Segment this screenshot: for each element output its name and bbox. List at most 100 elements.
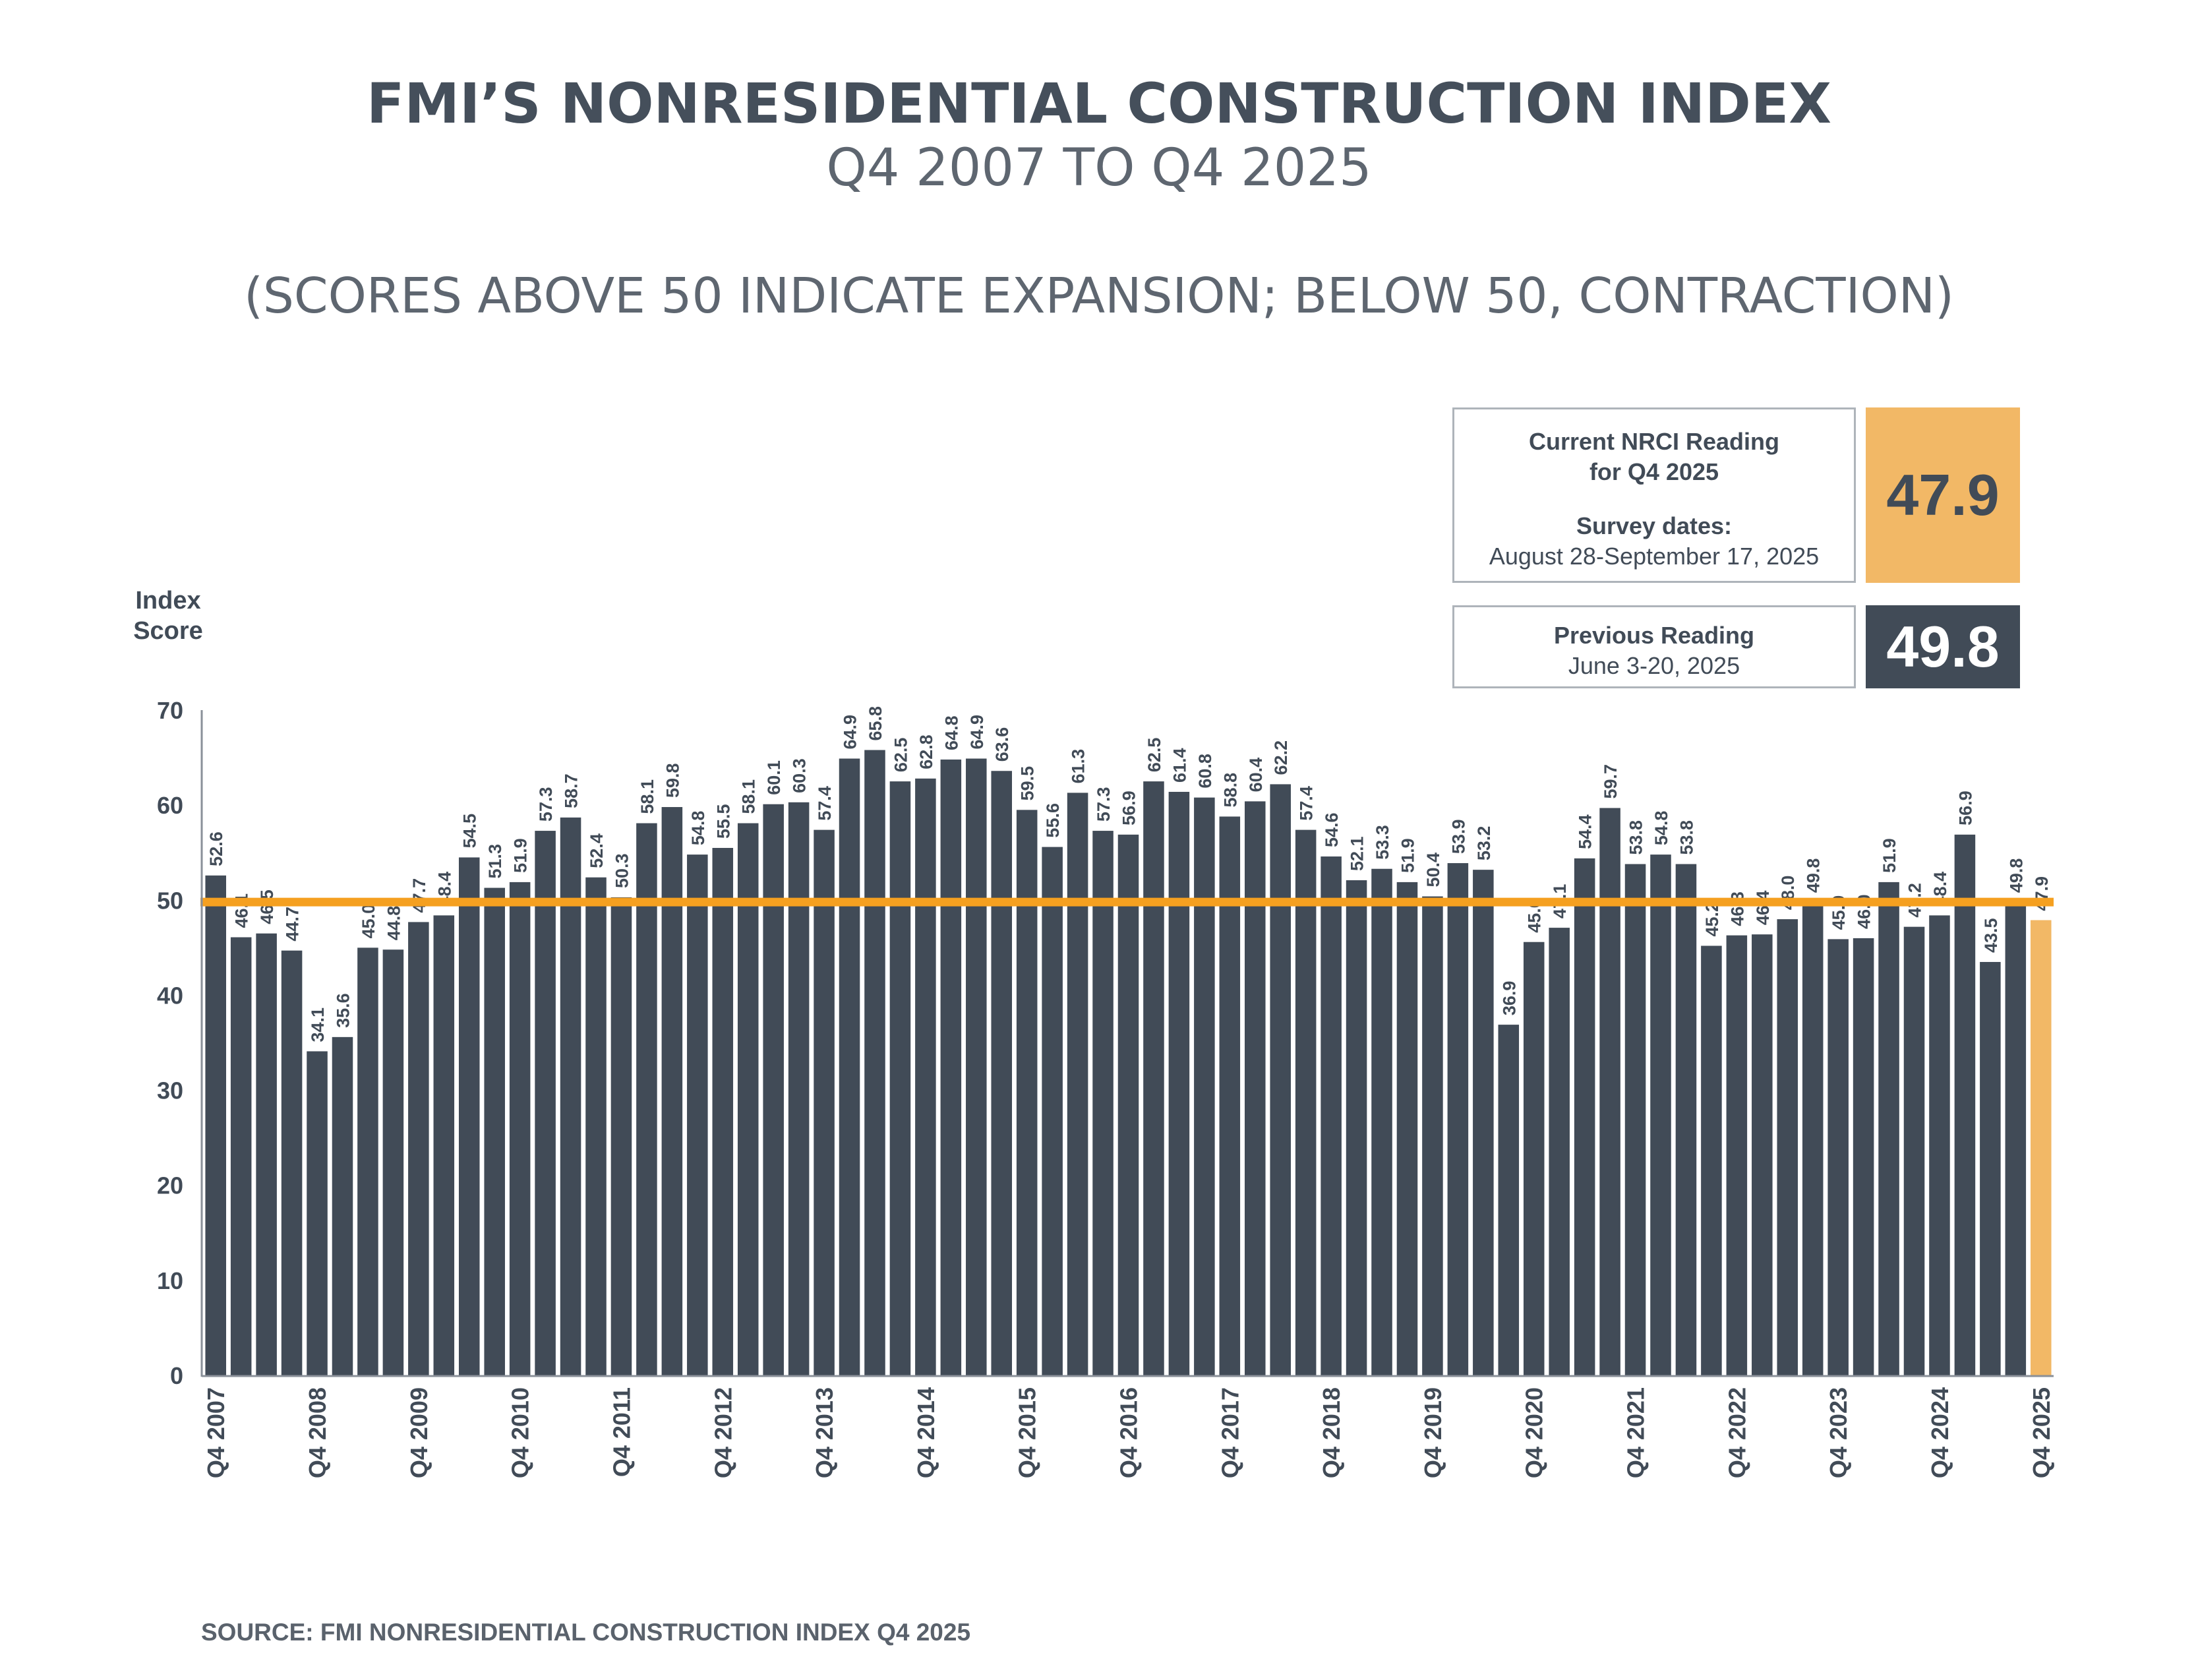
x-tick-label: Q4 2008 bbox=[304, 1387, 331, 1478]
bar-value-label: 51.9 bbox=[1880, 838, 1899, 873]
x-tick-label: Q4 2016 bbox=[1115, 1387, 1143, 1478]
bar bbox=[1194, 797, 1215, 1375]
current-reading-box: Current NRCI Reading for Q4 2025 Survey … bbox=[1452, 407, 1856, 583]
bar-value-label: 34.1 bbox=[308, 1007, 328, 1042]
bar bbox=[585, 877, 607, 1375]
bar-value-label: 64.9 bbox=[841, 715, 860, 750]
bar bbox=[1117, 834, 1139, 1375]
bar-value-label: 65.8 bbox=[866, 706, 885, 741]
x-tick-label: Q4 2020 bbox=[1521, 1387, 1548, 1478]
y-tick-label: 20 bbox=[157, 1172, 183, 1199]
bar-value-label: 57.4 bbox=[815, 786, 835, 821]
bar-value-label: 64.8 bbox=[941, 715, 961, 750]
bar-value-label: 56.9 bbox=[1119, 791, 1139, 825]
chart-subtitle: Q4 2007 TO Q4 2025 bbox=[826, 138, 1372, 198]
bar bbox=[1624, 864, 1646, 1375]
bar bbox=[889, 781, 911, 1375]
bar bbox=[966, 758, 987, 1375]
bar bbox=[737, 823, 759, 1375]
bar-value-label: 58.1 bbox=[638, 779, 657, 814]
bar-value-label: 59.8 bbox=[663, 763, 682, 798]
bar-value-label: 62.8 bbox=[916, 735, 936, 769]
bar bbox=[1447, 863, 1469, 1375]
x-tick-label: Q4 2017 bbox=[1216, 1387, 1243, 1478]
bar bbox=[1396, 882, 1418, 1375]
bar bbox=[535, 831, 556, 1375]
bar bbox=[332, 1036, 353, 1375]
bar-value-label: 45.2 bbox=[1702, 902, 1722, 937]
bar bbox=[610, 897, 632, 1375]
bar-value-label: 53.2 bbox=[1474, 826, 1494, 861]
x-tick-label: Q4 2023 bbox=[1825, 1387, 1852, 1478]
bar bbox=[940, 759, 962, 1375]
y-tick-label: 0 bbox=[170, 1362, 183, 1389]
bar-value-label: 57.3 bbox=[1094, 787, 1114, 822]
bar-value-label: 36.9 bbox=[1499, 981, 1519, 1016]
bar-value-label: 49.8 bbox=[1804, 858, 1824, 893]
bar-value-label: 44.8 bbox=[384, 906, 403, 941]
bar bbox=[1422, 896, 1443, 1375]
bar-value-label: 53.9 bbox=[1448, 820, 1468, 855]
bar bbox=[1549, 928, 1570, 1375]
previous-reading-label: Previous Reading bbox=[1553, 622, 1755, 649]
bar-value-label: 58.7 bbox=[562, 773, 581, 808]
bar bbox=[661, 807, 683, 1375]
x-tick-label: Q4 2009 bbox=[405, 1387, 432, 1478]
bar-value-label: 46.3 bbox=[1727, 891, 1747, 926]
survey-dates-label: Survey dates: bbox=[1576, 512, 1733, 539]
bar-value-label: 57.4 bbox=[1297, 786, 1317, 821]
bar bbox=[458, 857, 480, 1375]
bar-value-label: 47.7 bbox=[409, 878, 429, 913]
bar bbox=[484, 887, 505, 1375]
bar bbox=[712, 848, 734, 1375]
x-tick-label: Q4 2007 bbox=[202, 1387, 229, 1478]
bar-value-label: 53.3 bbox=[1373, 825, 1392, 860]
bar-value-label: 59.7 bbox=[1601, 764, 1620, 799]
x-tick-label: Q4 2018 bbox=[1318, 1387, 1345, 1478]
bar-value-label: 52.4 bbox=[587, 833, 607, 868]
x-tick-label: Q4 2021 bbox=[1622, 1387, 1649, 1478]
bar-value-label: 51.3 bbox=[485, 844, 505, 879]
bar bbox=[1498, 1025, 1520, 1375]
bar bbox=[1827, 939, 1849, 1375]
bar-value-label: 43.5 bbox=[1981, 918, 2001, 953]
x-tick-label: Q4 2022 bbox=[1723, 1387, 1750, 1478]
bar bbox=[636, 823, 657, 1375]
previous-reading-box: Previous Reading June 3-20, 2025 bbox=[1452, 605, 1856, 688]
x-tick-label: Q4 2024 bbox=[1926, 1387, 1953, 1478]
x-tick-label: Q4 2019 bbox=[1419, 1387, 1446, 1478]
chart-title: FMI’S NONRESIDENTIAL CONSTRUCTION INDEX bbox=[366, 71, 1832, 136]
bar bbox=[1701, 945, 1722, 1375]
bar bbox=[1371, 868, 1392, 1375]
bar bbox=[1878, 882, 1899, 1375]
bar-value-label: 54.4 bbox=[1576, 814, 1595, 849]
bar-value-label: 60.8 bbox=[1195, 754, 1215, 789]
bar bbox=[281, 950, 303, 1375]
bar-value-label: 46.5 bbox=[257, 889, 277, 924]
x-tick-label: Q4 2011 bbox=[608, 1387, 635, 1477]
current-reading-label: Current NRCI Reading bbox=[1528, 428, 1780, 455]
y-tick-label: 70 bbox=[157, 697, 183, 724]
bar-value-label: 53.8 bbox=[1626, 820, 1646, 855]
bar bbox=[915, 778, 936, 1375]
bar-value-label: 61.3 bbox=[1069, 749, 1088, 784]
y-tick-label: 60 bbox=[157, 792, 183, 819]
bar-value-label: 58.8 bbox=[1220, 773, 1240, 808]
bar-value-label: 44.7 bbox=[283, 907, 303, 942]
x-tick-label: Q4 2013 bbox=[811, 1387, 838, 1478]
bar-value-label: 51.9 bbox=[1398, 838, 1417, 873]
bar bbox=[408, 922, 429, 1375]
bar-value-label: 59.5 bbox=[1018, 766, 1038, 801]
bar bbox=[1675, 864, 1697, 1375]
bar bbox=[1726, 935, 1748, 1375]
bar bbox=[256, 933, 277, 1375]
bar bbox=[1650, 855, 1671, 1375]
bar bbox=[864, 750, 885, 1375]
bar-value-label: 64.9 bbox=[967, 715, 987, 750]
bar bbox=[560, 817, 581, 1375]
bar bbox=[839, 758, 860, 1375]
source-note: SOURCE: FMI NONRESIDENTIAL CONSTRUCTION … bbox=[201, 1619, 971, 1646]
bar bbox=[991, 771, 1013, 1375]
bar-value-label: 52.6 bbox=[206, 831, 226, 866]
